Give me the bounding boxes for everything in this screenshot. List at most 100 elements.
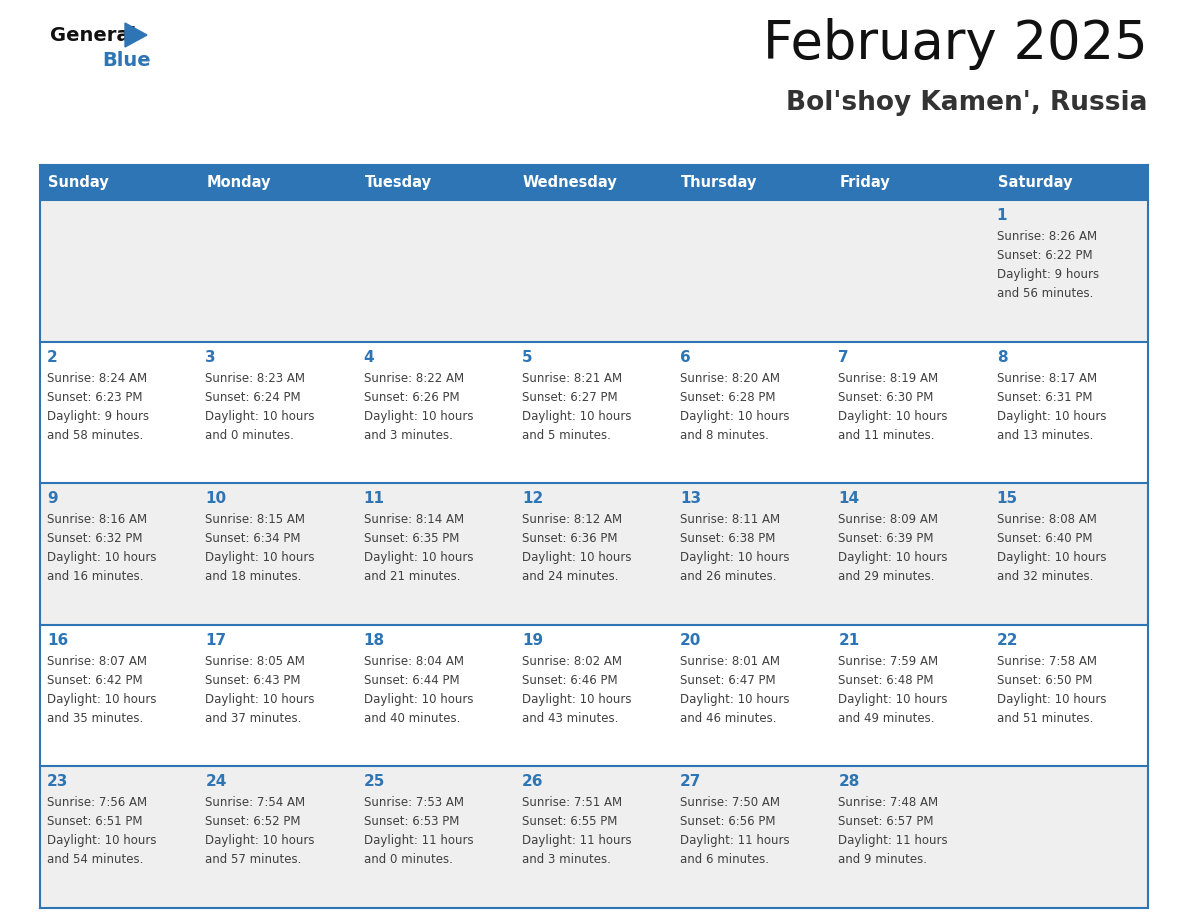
Text: and 46 minutes.: and 46 minutes. [681,711,777,725]
Text: 5: 5 [522,350,532,364]
Text: Sunrise: 7:59 AM: Sunrise: 7:59 AM [839,655,939,667]
Text: Daylight: 10 hours: Daylight: 10 hours [48,834,157,847]
Text: and 43 minutes.: and 43 minutes. [522,711,618,725]
Text: Daylight: 10 hours: Daylight: 10 hours [522,409,631,422]
Text: and 6 minutes.: and 6 minutes. [681,854,769,867]
Text: Sunset: 6:27 PM: Sunset: 6:27 PM [522,390,618,404]
Text: Sunset: 6:38 PM: Sunset: 6:38 PM [681,532,776,545]
Text: Daylight: 10 hours: Daylight: 10 hours [206,551,315,565]
Text: Daylight: 11 hours: Daylight: 11 hours [364,834,473,847]
Text: Sunrise: 7:50 AM: Sunrise: 7:50 AM [681,797,781,810]
Text: Daylight: 10 hours: Daylight: 10 hours [364,551,473,565]
Text: Daylight: 10 hours: Daylight: 10 hours [364,409,473,422]
Text: 25: 25 [364,775,385,789]
Text: Daylight: 10 hours: Daylight: 10 hours [48,551,157,565]
Text: Sunset: 6:28 PM: Sunset: 6:28 PM [681,390,776,404]
Text: Daylight: 11 hours: Daylight: 11 hours [522,834,632,847]
Text: 28: 28 [839,775,860,789]
Text: and 5 minutes.: and 5 minutes. [522,429,611,442]
Polygon shape [125,23,147,47]
Text: Daylight: 9 hours: Daylight: 9 hours [997,268,1099,281]
Text: Daylight: 11 hours: Daylight: 11 hours [681,834,790,847]
Text: 21: 21 [839,633,860,648]
Text: and 16 minutes.: and 16 minutes. [48,570,144,583]
Text: 27: 27 [681,775,702,789]
Text: 6: 6 [681,350,691,364]
Bar [40,200,1148,341]
Text: and 29 minutes.: and 29 minutes. [839,570,935,583]
Text: Sunrise: 7:51 AM: Sunrise: 7:51 AM [522,797,623,810]
Text: and 37 minutes.: and 37 minutes. [206,711,302,725]
Text: Daylight: 10 hours: Daylight: 10 hours [206,409,315,422]
Text: Sunset: 6:34 PM: Sunset: 6:34 PM [206,532,301,545]
Text: and 0 minutes.: and 0 minutes. [364,854,453,867]
Text: Sunset: 6:46 PM: Sunset: 6:46 PM [522,674,618,687]
Text: 18: 18 [364,633,385,648]
Text: Daylight: 10 hours: Daylight: 10 hours [839,693,948,706]
Text: Sunrise: 8:09 AM: Sunrise: 8:09 AM [839,513,939,526]
Text: Sunset: 6:56 PM: Sunset: 6:56 PM [681,815,776,828]
Text: 16: 16 [48,633,68,648]
Text: and 24 minutes.: and 24 minutes. [522,570,619,583]
Text: Sunday: Sunday [48,175,109,190]
Text: Daylight: 10 hours: Daylight: 10 hours [364,693,473,706]
Text: and 8 minutes.: and 8 minutes. [681,429,769,442]
Text: Sunset: 6:39 PM: Sunset: 6:39 PM [839,532,934,545]
Text: and 56 minutes.: and 56 minutes. [997,287,1093,300]
Text: Daylight: 10 hours: Daylight: 10 hours [681,693,790,706]
Text: and 0 minutes.: and 0 minutes. [206,429,295,442]
Text: and 3 minutes.: and 3 minutes. [364,429,453,442]
Text: Sunset: 6:32 PM: Sunset: 6:32 PM [48,532,143,545]
Text: 11: 11 [364,491,385,506]
Text: 20: 20 [681,633,702,648]
Bar [40,341,1148,483]
Text: Sunset: 6:48 PM: Sunset: 6:48 PM [839,674,934,687]
Text: Daylight: 10 hours: Daylight: 10 hours [997,693,1106,706]
Text: Daylight: 11 hours: Daylight: 11 hours [839,834,948,847]
Text: Daylight: 10 hours: Daylight: 10 hours [48,693,157,706]
Text: 4: 4 [364,350,374,364]
Text: Sunrise: 8:11 AM: Sunrise: 8:11 AM [681,513,781,526]
Text: Sunrise: 7:58 AM: Sunrise: 7:58 AM [997,655,1097,667]
Text: Sunrise: 8:14 AM: Sunrise: 8:14 AM [364,513,463,526]
Text: and 3 minutes.: and 3 minutes. [522,854,611,867]
Text: Sunset: 6:30 PM: Sunset: 6:30 PM [839,390,934,404]
Text: and 21 minutes.: and 21 minutes. [364,570,460,583]
Text: 12: 12 [522,491,543,506]
Text: Sunrise: 7:53 AM: Sunrise: 7:53 AM [364,797,463,810]
Text: Sunrise: 8:21 AM: Sunrise: 8:21 AM [522,372,623,385]
Text: 1: 1 [997,208,1007,223]
Text: Sunrise: 8:23 AM: Sunrise: 8:23 AM [206,372,305,385]
Text: Sunrise: 8:05 AM: Sunrise: 8:05 AM [206,655,305,667]
Text: 8: 8 [997,350,1007,364]
Text: 24: 24 [206,775,227,789]
Bar [40,165,1148,200]
Text: 15: 15 [997,491,1018,506]
Text: 19: 19 [522,633,543,648]
Text: Daylight: 10 hours: Daylight: 10 hours [206,834,315,847]
Text: General: General [50,26,137,45]
Text: Daylight: 10 hours: Daylight: 10 hours [997,551,1106,565]
Text: Daylight: 10 hours: Daylight: 10 hours [839,409,948,422]
Text: 2: 2 [48,350,58,364]
Text: and 32 minutes.: and 32 minutes. [997,570,1093,583]
Bar [40,483,1148,625]
Text: Sunrise: 8:26 AM: Sunrise: 8:26 AM [997,230,1097,243]
Text: and 57 minutes.: and 57 minutes. [206,854,302,867]
Text: 7: 7 [839,350,849,364]
Text: 10: 10 [206,491,227,506]
Text: Sunrise: 8:16 AM: Sunrise: 8:16 AM [48,513,147,526]
Text: and 49 minutes.: and 49 minutes. [839,711,935,725]
Text: 3: 3 [206,350,216,364]
Text: Daylight: 10 hours: Daylight: 10 hours [681,551,790,565]
Text: Thursday: Thursday [681,175,758,190]
Text: Daylight: 10 hours: Daylight: 10 hours [522,551,631,565]
Text: Sunrise: 7:54 AM: Sunrise: 7:54 AM [206,797,305,810]
Text: Daylight: 10 hours: Daylight: 10 hours [206,693,315,706]
Text: Sunset: 6:43 PM: Sunset: 6:43 PM [206,674,301,687]
Text: Sunrise: 7:56 AM: Sunrise: 7:56 AM [48,797,147,810]
Text: and 51 minutes.: and 51 minutes. [997,711,1093,725]
Text: Sunrise: 8:07 AM: Sunrise: 8:07 AM [48,655,147,667]
Text: Sunset: 6:26 PM: Sunset: 6:26 PM [364,390,460,404]
Text: Sunrise: 8:04 AM: Sunrise: 8:04 AM [364,655,463,667]
